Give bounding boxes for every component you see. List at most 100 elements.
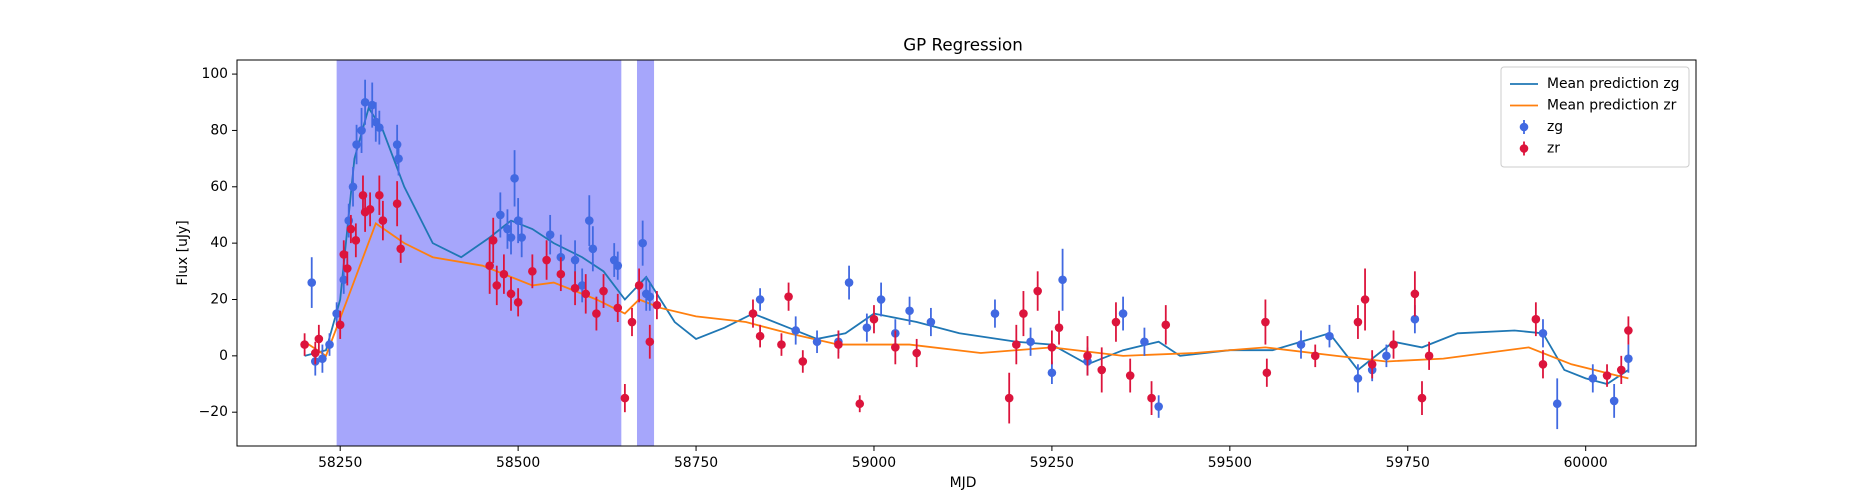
data-point [510,174,519,183]
data-point [1624,354,1633,363]
data-point [375,123,384,132]
legend-label: zg [1547,119,1563,135]
x-tick-label: 59750 [1386,455,1430,471]
data-point [1058,275,1067,285]
legend-swatch [1519,122,1529,132]
data-point [1538,328,1548,338]
data-point [1410,314,1420,324]
data-point [332,309,341,318]
legend-label: zr [1547,141,1560,157]
y-tick-label: 100 [201,66,228,82]
data-point [1389,340,1398,349]
data-point [542,255,551,265]
data-point [1262,368,1272,378]
data-point [499,269,509,279]
x-tick-label: 59250 [1030,455,1074,471]
data-point [1296,340,1306,349]
data-point [1047,343,1057,352]
data-point [862,323,872,332]
data-point [1118,309,1128,318]
data-point [496,210,505,220]
data-point [926,317,936,327]
data-point [777,340,786,349]
data-point [343,264,352,273]
data-point [513,298,523,307]
data-point [352,140,361,149]
data-point [545,230,555,239]
legend-swatch [1519,144,1529,153]
data-point [1360,295,1370,304]
data-point [1161,320,1171,330]
data-point [1054,323,1064,332]
data-point [339,250,349,259]
data-point [798,357,808,366]
data-point [990,309,1000,318]
data-point [375,190,384,200]
x-tick-label: 58750 [674,455,718,471]
x-tick-label: 60000 [1564,455,1608,471]
data-point [1147,393,1156,403]
data-point [335,320,345,330]
data-point [869,314,879,324]
plot-frame [236,59,1697,447]
x-tick-label: 58250 [318,455,362,471]
data-point [513,216,523,225]
data-point [1140,337,1149,347]
data-point [492,281,502,290]
data-point [365,205,375,214]
y-tick-label: 40 [210,235,228,251]
data-point [634,281,644,290]
data-point [488,236,498,245]
data-point [506,289,516,299]
data-point [784,292,793,301]
data-point [318,354,327,363]
chart-title: GP Regression [903,35,1023,55]
data-point [645,337,655,347]
data-point [599,286,608,296]
data-point [1083,351,1092,361]
data-point [506,233,516,242]
data-point [485,261,494,270]
data-point [912,348,921,358]
x-tick-label: 59000 [852,455,896,471]
data-point [584,216,594,225]
data-point [1019,309,1028,318]
data-point [1111,317,1121,327]
data-point [392,199,402,208]
data-point [346,224,356,234]
legend-label: Mean prediction zg [1547,76,1679,92]
y-tick-label: −20 [199,404,228,420]
data-point [1538,359,1548,369]
x-tick-label: 59500 [1208,455,1252,471]
legend: Mean prediction zg Mean prediction zr zg zr [1500,66,1690,168]
data-point [517,233,526,242]
data-point [1624,326,1633,335]
data-point [503,224,512,234]
data-point [613,261,623,270]
data-point [613,303,623,313]
data-point [1154,402,1163,411]
data-point [1616,365,1626,375]
data-point [1004,393,1014,403]
data-point [581,289,591,299]
data-point [905,306,914,316]
data-point [855,399,865,409]
data-point [348,182,358,192]
data-point [588,244,598,254]
data-point [652,300,662,310]
data-point [1552,399,1562,409]
x-axis-label: MJD [950,475,977,491]
data-point [367,100,377,110]
data-point [360,97,370,107]
data-point [627,317,637,327]
data-point [812,337,822,347]
data-point [1424,351,1434,361]
data-point [1047,368,1057,378]
data-point [1033,286,1042,296]
legend-box [1500,66,1690,168]
data-point [638,238,647,248]
shaded-span [636,60,655,446]
data-point [325,340,334,349]
